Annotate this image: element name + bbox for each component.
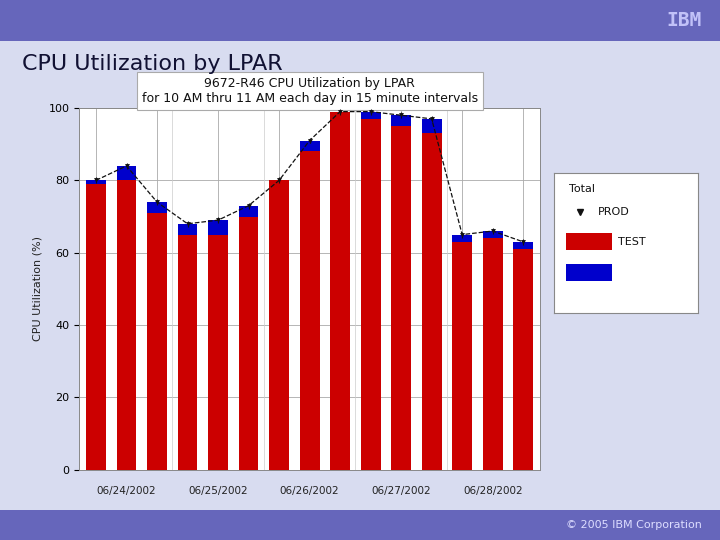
Text: IBM: IBM (667, 11, 702, 30)
Bar (147, 213, 167, 470)
Bar (208, 234, 228, 470)
Bar (361, 119, 381, 470)
Bar (178, 224, 197, 234)
Bar (238, 217, 258, 470)
Bar (330, 112, 350, 470)
Bar (86, 180, 106, 184)
Bar (513, 242, 533, 249)
Bar (566, 264, 612, 281)
Text: 06/24/2002: 06/24/2002 (96, 487, 156, 496)
Bar (566, 233, 612, 250)
Bar (178, 234, 197, 470)
Bar (483, 231, 503, 238)
Bar (300, 151, 320, 470)
Bar (300, 140, 320, 151)
Text: 06/26/2002: 06/26/2002 (280, 487, 339, 496)
Y-axis label: CPU Utilization (%): CPU Utilization (%) (33, 237, 43, 341)
Bar (422, 133, 441, 470)
Text: 06/25/2002: 06/25/2002 (188, 487, 248, 496)
Text: 06/28/2002: 06/28/2002 (463, 487, 523, 496)
Bar (86, 184, 106, 470)
Text: 06/27/2002: 06/27/2002 (372, 487, 431, 496)
Bar (452, 242, 472, 470)
Bar (391, 126, 411, 470)
Title: 9672-R46 CPU Utilization by LPAR
for 10 AM thru 11 AM each day in 15 minute inte: 9672-R46 CPU Utilization by LPAR for 10 … (142, 77, 477, 105)
Bar (361, 112, 381, 119)
Bar (513, 249, 533, 470)
Bar (452, 234, 472, 242)
Text: PROD: PROD (598, 207, 629, 217)
Bar (269, 180, 289, 470)
Text: © 2005 IBM Corporation: © 2005 IBM Corporation (566, 520, 702, 530)
Bar (147, 202, 167, 213)
Text: CPU Utilization by LPAR: CPU Utilization by LPAR (22, 54, 282, 74)
Bar (117, 180, 136, 470)
Bar (422, 119, 441, 133)
Bar (117, 166, 136, 180)
Bar (238, 206, 258, 217)
Text: Total: Total (569, 184, 595, 194)
Bar (208, 220, 228, 234)
Bar (391, 115, 411, 126)
Bar (483, 238, 503, 470)
Text: TEST: TEST (618, 237, 645, 247)
